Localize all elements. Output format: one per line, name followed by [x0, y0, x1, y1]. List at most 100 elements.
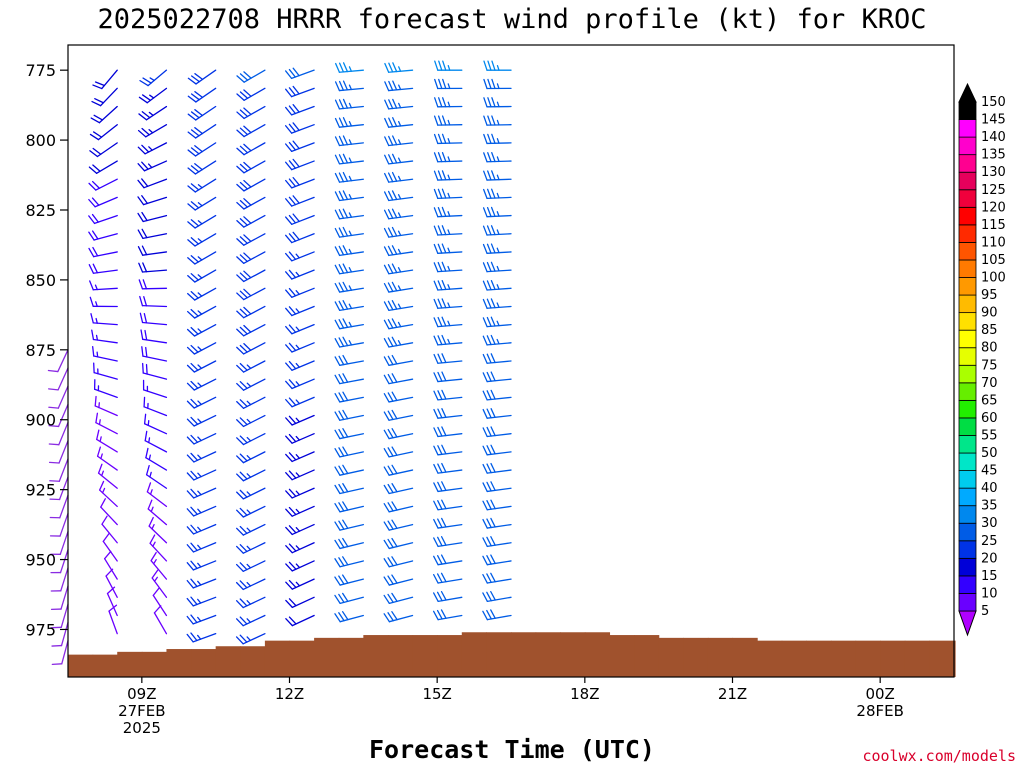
wind-barb — [153, 605, 168, 635]
wind-barb — [383, 190, 414, 202]
y-tick-label: 800 — [25, 131, 56, 150]
wind-barb — [236, 523, 266, 536]
terrain-segment — [264, 640, 291, 677]
terrain-segment — [609, 635, 635, 677]
wind-barb — [137, 195, 168, 206]
wind-barb — [98, 480, 118, 508]
wind-barb — [91, 87, 118, 107]
colorbar-label: 140 — [981, 130, 1006, 145]
wind-barb — [137, 245, 168, 256]
wind-barb — [186, 342, 217, 355]
colorbar-cell — [958, 119, 977, 138]
wind-barb — [383, 592, 414, 605]
y-axis: 775 800 825 850 875 900 925 950 975 — [25, 61, 68, 639]
wind-barb — [433, 462, 463, 474]
wind-barb — [483, 188, 512, 200]
terrain-segment — [560, 632, 586, 677]
wind-barb — [187, 287, 217, 301]
wind-barb — [235, 596, 266, 609]
terrain-segment — [117, 651, 143, 677]
wind-barb — [89, 124, 118, 141]
colorbar-label: 75 — [981, 358, 998, 373]
wind-barb — [433, 206, 463, 218]
wind-barb — [47, 349, 69, 373]
wind-barb — [285, 396, 315, 408]
wind-barb — [236, 396, 266, 409]
wind-barb — [383, 482, 414, 495]
terrain-segment — [215, 646, 241, 677]
colorbar-cell — [958, 171, 977, 191]
wind-barb — [482, 243, 512, 254]
wind-barb — [482, 609, 512, 621]
wind-barb — [236, 214, 266, 228]
wind-barb — [334, 300, 364, 312]
terrain-layer — [68, 632, 956, 677]
wind-barb — [383, 226, 414, 238]
wind-barb — [482, 554, 512, 566]
terrain-segment — [954, 640, 956, 677]
wind-barb — [383, 556, 414, 568]
wind-barb — [90, 105, 118, 124]
wind-barb — [50, 530, 69, 555]
wind-barb — [433, 517, 463, 529]
colorbar-cell — [958, 435, 977, 454]
wind-barb — [236, 342, 266, 355]
wind-barb — [236, 360, 266, 373]
terrain-segment — [880, 640, 906, 677]
colorbar-label: 70 — [981, 376, 998, 391]
colorbar-label: 100 — [981, 271, 1006, 286]
wind-barb — [88, 246, 118, 258]
wind-barb — [236, 233, 266, 246]
y-tick-label: 975 — [25, 620, 56, 639]
wind-barb — [384, 135, 414, 147]
wind-barb — [186, 323, 217, 337]
wind-barb — [236, 305, 266, 319]
wind-barb — [143, 396, 168, 417]
terrain-segment — [461, 632, 487, 677]
wind-barb — [141, 346, 168, 362]
wind-barb — [285, 251, 315, 262]
wind-barb — [482, 389, 512, 401]
wind-barb — [186, 632, 217, 643]
wind-barb — [482, 334, 512, 346]
colorbar-label: 55 — [981, 428, 998, 443]
terrain-segment — [634, 635, 660, 677]
wind-barb — [433, 188, 463, 200]
wind-barb — [146, 482, 168, 508]
wind-barb — [483, 170, 512, 181]
wind-barb — [138, 262, 168, 273]
colorbar-label: 25 — [981, 534, 998, 549]
colorbar-label: 105 — [981, 253, 1006, 268]
terrain-segment — [437, 635, 463, 677]
credit-text: coolwx.com/models — [862, 747, 1016, 765]
wind-barb — [334, 556, 364, 568]
wind-barb — [334, 318, 364, 330]
wind-barb — [50, 549, 69, 574]
wind-barb — [285, 451, 315, 463]
wind-barb — [285, 360, 315, 371]
wind-barb — [51, 603, 69, 629]
terrain-segment — [683, 637, 709, 677]
colorbar-label: 60 — [981, 411, 998, 426]
terrain-segment — [240, 646, 266, 677]
wind-barb — [88, 178, 118, 191]
wind-barb — [137, 211, 168, 223]
wind-barb — [482, 298, 512, 309]
wind-barb — [482, 426, 512, 438]
wind-barb — [383, 537, 414, 550]
colorbar-top-arrow — [958, 82, 977, 103]
x-tick-label: 27FEB — [118, 702, 165, 720]
wind-barb — [383, 391, 414, 403]
wind-barb — [383, 501, 414, 513]
wind-barb — [285, 231, 315, 244]
wind-barb — [433, 298, 463, 309]
colorbar-label: 80 — [981, 341, 998, 356]
wind-barb — [140, 329, 168, 344]
wind-barb — [152, 587, 168, 617]
wind-barb — [432, 590, 463, 602]
wind-barb — [236, 487, 266, 500]
wind-barb — [434, 78, 463, 90]
colorbar: 5 10 15 20 25 30 35 40 45 50 55 60 65 70 75 80 85 90 95 100… — [958, 82, 1006, 637]
wind-barb — [482, 279, 512, 291]
wind-barb — [186, 542, 217, 553]
